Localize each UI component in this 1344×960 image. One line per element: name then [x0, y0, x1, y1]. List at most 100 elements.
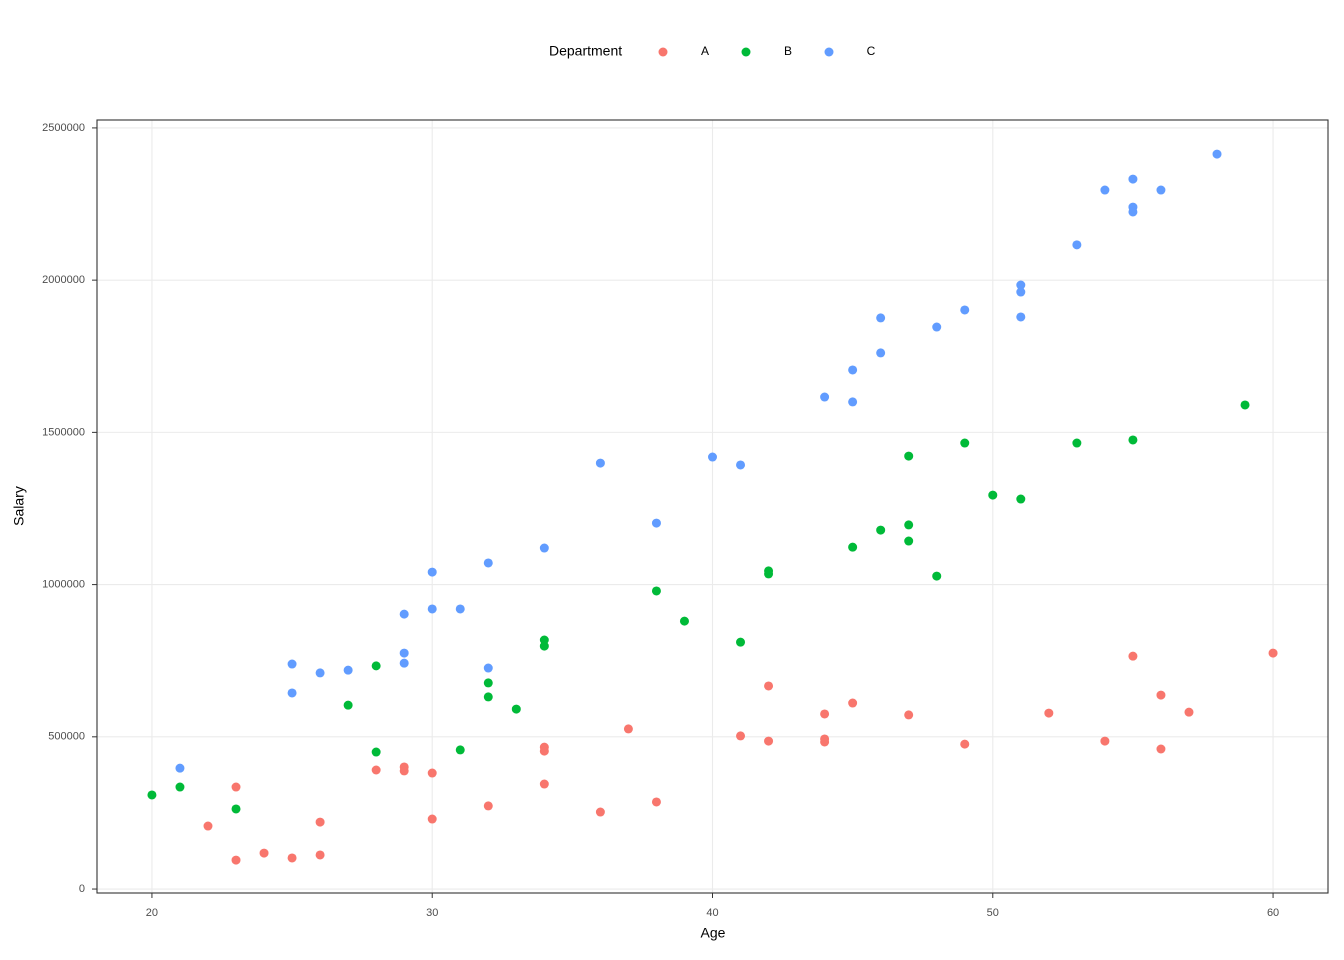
point: [623, 724, 633, 734]
legend-title: Department: [549, 43, 622, 59]
point: [1072, 240, 1082, 250]
point: [287, 853, 297, 863]
point: [483, 801, 493, 811]
point: [1128, 651, 1138, 661]
point: [455, 745, 465, 755]
point: [820, 392, 830, 402]
legend-key: [741, 47, 751, 57]
point: [595, 807, 605, 817]
point: [539, 641, 549, 651]
point: [904, 536, 914, 546]
point: [960, 305, 970, 315]
point: [1156, 690, 1166, 700]
point: [764, 736, 774, 746]
point: [399, 766, 409, 776]
point: [399, 658, 409, 668]
point: [483, 678, 493, 688]
y-axis-title: Salary: [11, 486, 27, 526]
point: [483, 692, 493, 702]
point: [1016, 312, 1026, 322]
point: [1156, 744, 1166, 754]
point: [1016, 494, 1026, 504]
point: [539, 543, 549, 553]
point: [315, 668, 325, 678]
point: [1184, 707, 1194, 717]
y-tick-label: 0: [79, 883, 85, 895]
point: [1212, 149, 1222, 159]
point: [231, 804, 241, 814]
point: [736, 460, 746, 470]
point: [820, 737, 830, 747]
point: [511, 704, 521, 714]
point: [904, 520, 914, 530]
point: [175, 782, 185, 792]
point: [427, 814, 437, 824]
point: [1128, 174, 1138, 184]
point: [848, 542, 858, 552]
plot-border: [96, 119, 1329, 894]
point: [259, 848, 269, 858]
legend-label: A: [701, 44, 709, 58]
point: [848, 698, 858, 708]
y-tick-label: 2500000: [42, 122, 85, 134]
point: [651, 586, 661, 596]
point: [539, 746, 549, 756]
point: [988, 490, 998, 500]
point: [175, 763, 185, 773]
point: [315, 817, 325, 827]
point: [287, 688, 297, 698]
point: [1128, 435, 1138, 445]
point: [876, 313, 886, 323]
y-tick-label: 500000: [48, 731, 85, 743]
x-tick-label: 20: [146, 907, 158, 919]
point: [651, 518, 661, 528]
point: [483, 663, 493, 673]
point: [848, 365, 858, 375]
legend-key: [658, 47, 668, 57]
point: [736, 637, 746, 647]
point: [231, 855, 241, 865]
point: [371, 661, 381, 671]
y-tick-label: 1500000: [42, 426, 85, 438]
point: [904, 710, 914, 720]
point: [904, 451, 914, 461]
x-tick-label: 30: [426, 907, 438, 919]
point: [595, 458, 605, 468]
legend-key: [824, 47, 834, 57]
point: [820, 709, 830, 719]
point: [651, 797, 661, 807]
point: [483, 558, 493, 568]
point: [427, 567, 437, 577]
point: [932, 322, 942, 332]
point: [203, 821, 213, 831]
x-axis-title: Age: [701, 925, 726, 941]
point: [399, 609, 409, 619]
point: [932, 571, 942, 581]
point: [876, 525, 886, 535]
point: [1240, 400, 1250, 410]
legend-label: C: [867, 44, 876, 58]
x-tick-label: 60: [1267, 907, 1279, 919]
point: [399, 648, 409, 658]
x-tick-label: 40: [706, 907, 718, 919]
point: [1100, 185, 1110, 195]
point: [287, 659, 297, 669]
point: [736, 731, 746, 741]
point: [1100, 736, 1110, 746]
point: [427, 604, 437, 614]
point: [427, 768, 437, 778]
point: [1072, 438, 1082, 448]
point: [1044, 708, 1054, 718]
point: [455, 604, 465, 614]
y-tick-label: 2000000: [42, 274, 85, 286]
point: [848, 397, 858, 407]
point: [371, 747, 381, 757]
point: [960, 739, 970, 749]
y-tick-label: 1000000: [42, 578, 85, 590]
x-tick-label: 50: [987, 907, 999, 919]
point: [876, 348, 886, 358]
point: [147, 790, 157, 800]
point: [343, 665, 353, 675]
point: [231, 782, 241, 792]
point: [708, 452, 717, 462]
